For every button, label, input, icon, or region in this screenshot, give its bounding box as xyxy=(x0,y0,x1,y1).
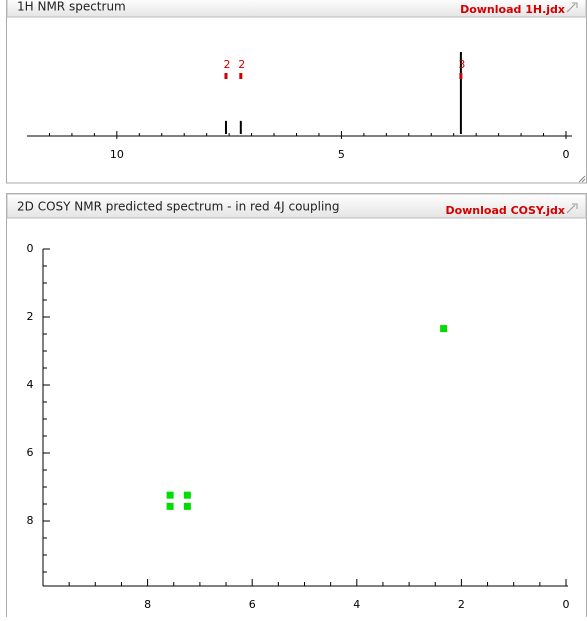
panel-title: 2D COSY NMR predicted spectrum - in red … xyxy=(17,200,340,214)
resize-grip[interactable] xyxy=(578,175,586,183)
y-tick-label: 4 xyxy=(27,378,34,391)
x-tick-label: 6 xyxy=(249,598,256,611)
download-link[interactable]: Download COSY.jdx xyxy=(445,204,565,217)
title-bar xyxy=(6,0,587,18)
integral-label: 2 xyxy=(223,58,230,71)
cross-peak xyxy=(440,325,448,333)
y-tick-label: 8 xyxy=(27,514,34,527)
panel xyxy=(6,0,587,184)
integral-marker xyxy=(459,73,463,79)
x-tick-label: 0 xyxy=(563,148,570,161)
integral-label: 3 xyxy=(458,58,465,71)
x-tick-label: 0 xyxy=(563,598,570,611)
x-tick-label: 8 xyxy=(144,598,151,611)
panel-title: 1H NMR spectrum xyxy=(17,0,126,14)
title-bar xyxy=(6,193,587,219)
y-tick-label: 6 xyxy=(27,446,34,459)
x-tick-label: 4 xyxy=(353,598,360,611)
integral-label: 2 xyxy=(238,58,245,71)
panel xyxy=(6,193,587,621)
cross-peak xyxy=(183,491,191,499)
x-tick-label: 2 xyxy=(458,598,465,611)
integral-marker xyxy=(224,73,228,79)
x-tick-label: 5 xyxy=(338,148,345,161)
cross-peak xyxy=(166,491,174,499)
download-link[interactable]: Download 1H.jdx xyxy=(460,3,565,16)
y-tick-label: 0 xyxy=(27,242,34,255)
integral-marker xyxy=(239,73,243,79)
cross-peak xyxy=(166,502,174,510)
cross-peak xyxy=(183,502,191,510)
wrench-icon[interactable] xyxy=(566,203,578,214)
wrench-icon[interactable] xyxy=(566,2,578,13)
y-tick-label: 2 xyxy=(27,310,34,323)
x-tick-label: 10 xyxy=(110,148,124,161)
